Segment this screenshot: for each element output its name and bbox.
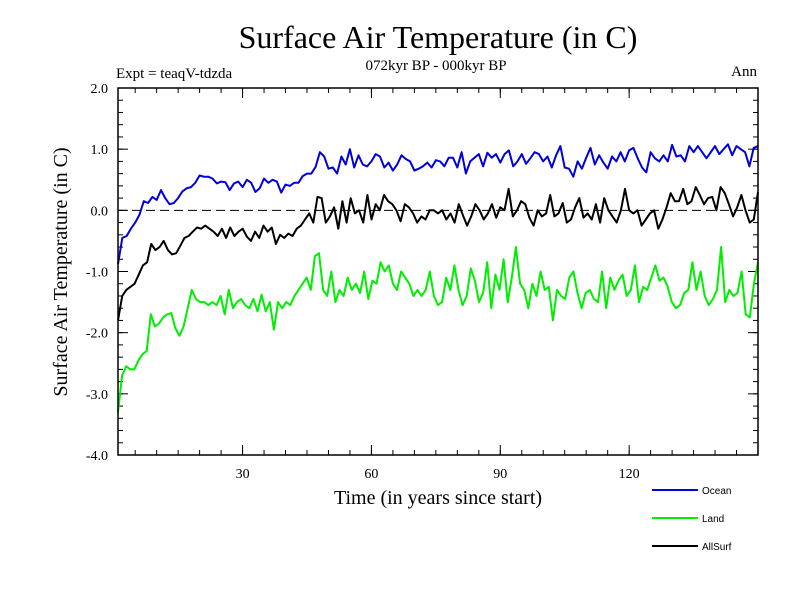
series-line-allsurf (117, 186, 759, 321)
x-tick-label: 30 (236, 467, 250, 482)
x-tick-label: 120 (619, 467, 640, 482)
y-tick-label: -3.0 (86, 388, 108, 403)
y-tick-label: 0.0 (91, 204, 109, 219)
x-tick-label: 90 (493, 467, 507, 482)
series-line-ocean (117, 143, 759, 265)
experiment-label: Expt = teaqV-tdzda (116, 66, 233, 82)
y-tick-label: -1.0 (86, 266, 108, 281)
legend-label-land: Land (702, 514, 724, 525)
chart-title: Surface Air Temperature (in C) (239, 19, 638, 55)
y-tick-label: 1.0 (91, 143, 109, 158)
chart-subtitle: 072kyr BP - 000kyr BP (365, 58, 506, 74)
x-axis-label: Time (in years since start) (334, 487, 542, 509)
plot-area: -4.0 -3.0 -2.0 -1.0 0.0 1.0 2.0 30 60 90 120 (86, 82, 759, 482)
legend-label-ocean: Ocean (702, 486, 731, 497)
y-tick-label: 2.0 (91, 82, 109, 97)
y-tick-label: -4.0 (86, 449, 108, 464)
season-label: Ann (731, 64, 757, 80)
plot-frame (117, 87, 759, 456)
series-line-land (117, 246, 759, 413)
legend-label-allsurf: AllSurf (702, 542, 732, 553)
legend: Ocean Land AllSurf (652, 486, 732, 553)
y-tick-label: -2.0 (86, 327, 108, 342)
y-axis-label: Surface Air Temperature (in C) (50, 147, 72, 396)
x-tick-label: 60 (364, 467, 378, 482)
